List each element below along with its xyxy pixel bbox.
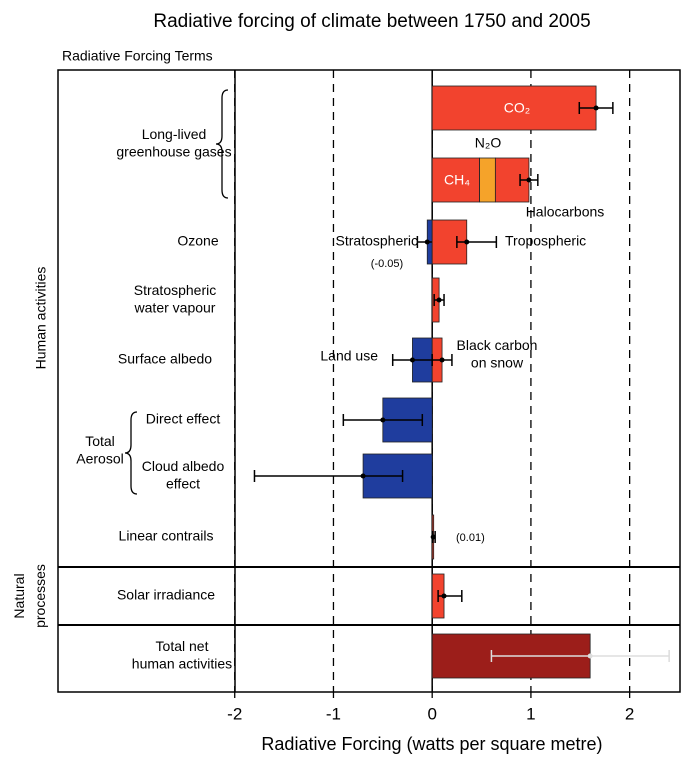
label: effect bbox=[166, 476, 200, 492]
brace bbox=[124, 411, 138, 495]
label: Linear contrails bbox=[119, 528, 214, 544]
bar-segment bbox=[431, 157, 480, 203]
label: Stratospheric bbox=[336, 233, 418, 249]
label: on snow bbox=[471, 355, 524, 371]
error-center bbox=[441, 593, 447, 599]
error-center bbox=[436, 297, 442, 303]
label: CO₂ bbox=[504, 100, 530, 116]
label: processes bbox=[32, 564, 48, 628]
error-center bbox=[464, 239, 470, 245]
label: Black carbon bbox=[457, 337, 538, 353]
label: Solar irradiance bbox=[117, 587, 215, 603]
chart-subtitle: Radiative Forcing Terms bbox=[62, 48, 213, 64]
error-center bbox=[593, 105, 599, 111]
label: Total net bbox=[156, 638, 209, 654]
error-center bbox=[430, 534, 436, 540]
label: Halocarbons bbox=[526, 204, 605, 220]
label: Cloud albedo bbox=[142, 458, 225, 474]
brace bbox=[215, 89, 229, 199]
x-tick-label: -2 bbox=[227, 704, 242, 723]
label: Total bbox=[85, 433, 115, 449]
x-tick-label: 0 bbox=[427, 704, 436, 723]
label: Human activities bbox=[33, 267, 49, 370]
label: Long-lived bbox=[142, 126, 207, 142]
label: Stratospheric bbox=[134, 282, 216, 298]
error-center bbox=[439, 357, 445, 363]
error-center bbox=[424, 239, 430, 245]
x-tick-label: 1 bbox=[526, 704, 535, 723]
label: N₂O bbox=[475, 135, 502, 151]
x-axis-label: Radiative Forcing (watts per square metr… bbox=[261, 734, 602, 754]
bar-segment bbox=[479, 157, 496, 203]
x-tick-label: 2 bbox=[625, 704, 634, 723]
error-center bbox=[380, 417, 386, 423]
bar-segment bbox=[431, 85, 597, 131]
value-label: (-0.05) bbox=[371, 258, 403, 270]
plot-frame bbox=[57, 69, 681, 693]
error-center bbox=[587, 653, 593, 659]
label: Tropospheric bbox=[505, 233, 586, 249]
error-center bbox=[526, 177, 532, 183]
chart-title: Radiative forcing of climate between 175… bbox=[153, 11, 590, 32]
error-center bbox=[360, 473, 366, 479]
label: Land use bbox=[320, 348, 378, 364]
label: water vapour bbox=[134, 300, 216, 316]
label: Surface albedo bbox=[118, 351, 212, 367]
label: Natural bbox=[11, 573, 27, 618]
x-tick-label: -1 bbox=[326, 704, 341, 723]
label: Ozone bbox=[177, 233, 218, 249]
error-center bbox=[409, 357, 415, 363]
value-label: (0.01) bbox=[456, 532, 485, 544]
label: Direct effect bbox=[146, 411, 221, 427]
label: greenhouse gases bbox=[116, 144, 231, 160]
label: human activities bbox=[132, 656, 232, 672]
label: CH₄ bbox=[444, 172, 470, 188]
label: Aerosol bbox=[76, 451, 123, 467]
